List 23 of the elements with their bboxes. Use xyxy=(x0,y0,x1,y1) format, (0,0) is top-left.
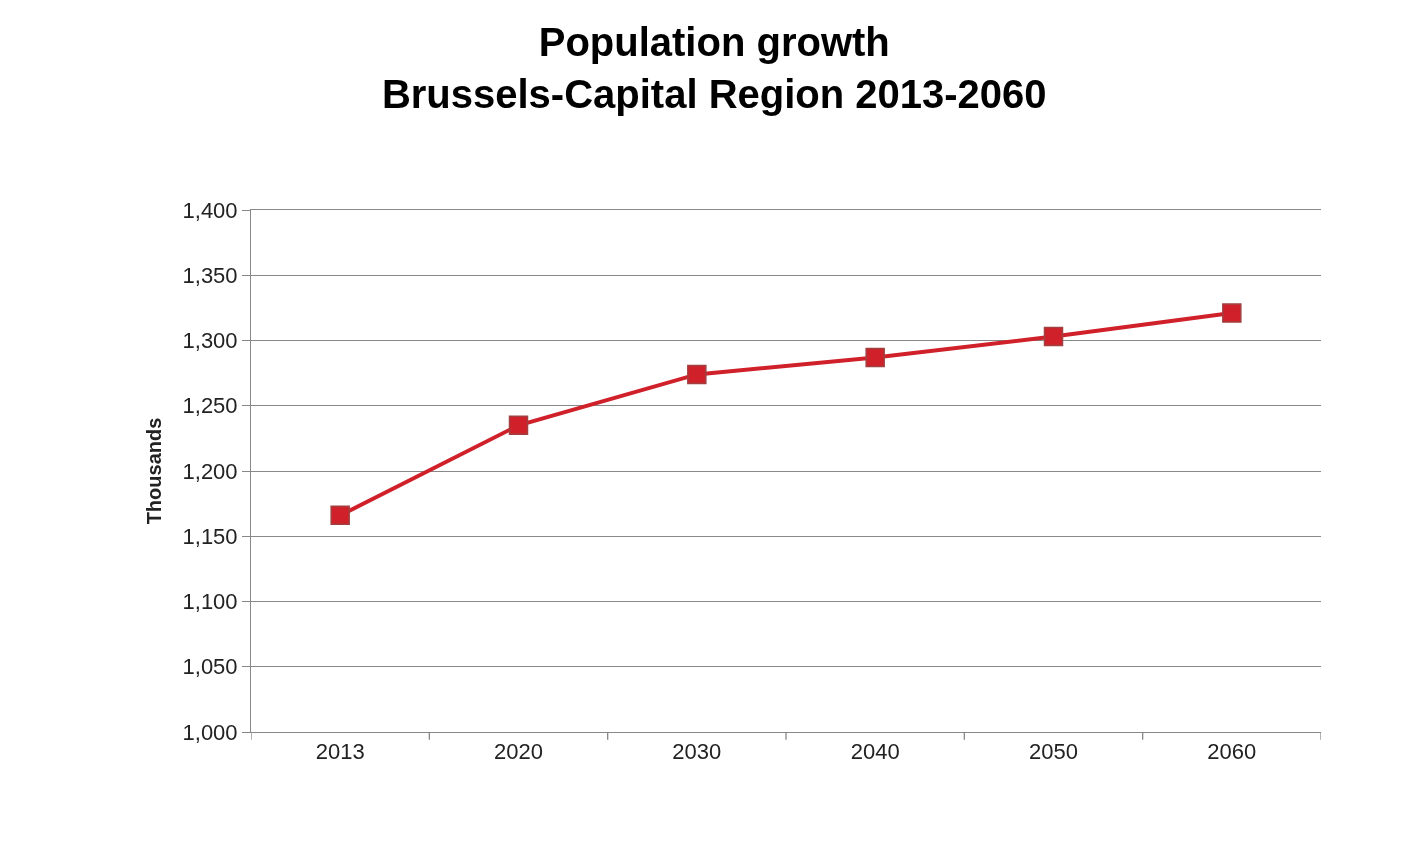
y-tick-label: 1,200 xyxy=(182,458,238,484)
x-tick-label: 2060 xyxy=(1207,739,1257,765)
y-tick-label: 1,050 xyxy=(182,654,238,680)
x-tick-label: 2040 xyxy=(850,739,900,765)
y-tick-label: 1,300 xyxy=(182,328,238,354)
y-tick-label: 1,000 xyxy=(182,719,238,745)
point xyxy=(1043,326,1064,347)
y-tick-label: 1,100 xyxy=(182,589,238,615)
y-tick-label: 1,400 xyxy=(182,197,238,223)
point xyxy=(1222,303,1242,323)
x-tick-label: 2020 xyxy=(494,739,543,765)
point xyxy=(687,364,707,385)
chart-title: Population growth Brussels-Capital Region 2013-2060 xyxy=(381,20,1047,117)
x-tick-label: 2013 xyxy=(315,739,365,765)
point xyxy=(508,415,529,436)
x-tick-label: 2030 xyxy=(672,739,722,765)
y-tick-label: 1,350 xyxy=(182,262,238,288)
y-axis-title: Thousands xyxy=(143,417,166,525)
y-tick-label: 1,250 xyxy=(182,393,238,419)
y-tick-label: 1,150 xyxy=(182,523,238,549)
x-tick-label: 2050 xyxy=(1029,739,1078,765)
point xyxy=(865,347,885,368)
point xyxy=(330,505,350,526)
